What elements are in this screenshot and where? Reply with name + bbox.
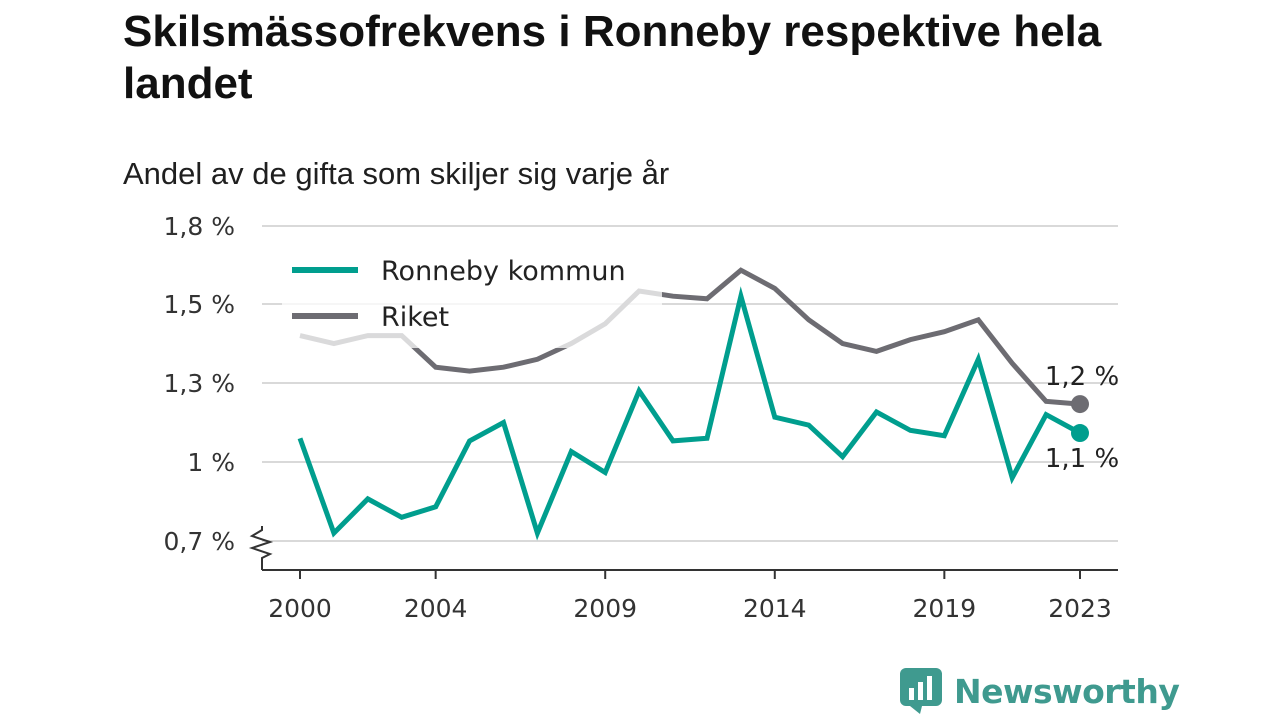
y-tick-label: 1 % [187, 448, 235, 477]
y-tick-label: 1,5 % [164, 290, 235, 319]
legend-label-ronneby: Ronneby kommun [381, 256, 626, 287]
x-tick-label: 2019 [913, 594, 977, 623]
x-tick-label: 2004 [404, 594, 468, 623]
x-axis [248, 526, 1118, 579]
chart-title: Skilsmässofrekvens i Ronneby respektive … [123, 7, 1102, 108]
x-tick-label: 2000 [268, 594, 332, 623]
end-label-ronneby: 1,1 % [1045, 444, 1119, 474]
end-label-riket: 1,2 % [1045, 362, 1119, 392]
end-marker-ronneby [1071, 424, 1089, 443]
x-tick-label: 2014 [743, 594, 807, 623]
x-tick-label: 2023 [1048, 594, 1112, 623]
legend-label-riket: Riket [381, 302, 449, 333]
series-line-ronneby [297, 286, 1082, 541]
y-tick-label: 0,7 % [164, 527, 235, 556]
y-tick-label: 1,3 % [164, 369, 235, 398]
brand-name: Newsworthy [954, 671, 1180, 711]
x-tick-label: 2009 [573, 594, 637, 623]
series-lines [297, 267, 1082, 541]
chart-subtitle: Andel av de gifta som skiljer sig varje … [123, 156, 670, 191]
newsworthy-logo-icon [900, 668, 942, 714]
y-axis-break [248, 526, 274, 570]
y-tick-label: 1,8 % [164, 212, 235, 241]
end-marker-riket [1071, 395, 1089, 414]
y-tick-labels: 0,7 % 1 % 1,3 % 1,5 % 1,8 % [164, 212, 235, 556]
x-tick-labels: 2000 2004 2009 2014 2019 2023 [268, 594, 1112, 623]
series-line-riket [299, 267, 1081, 407]
end-labels: 1,1 % 1,2 % [1045, 362, 1119, 474]
gridlines [262, 225, 1118, 542]
legend: Ronneby kommun Riket [282, 248, 662, 348]
brand-logo: Newsworthy [900, 668, 1180, 714]
